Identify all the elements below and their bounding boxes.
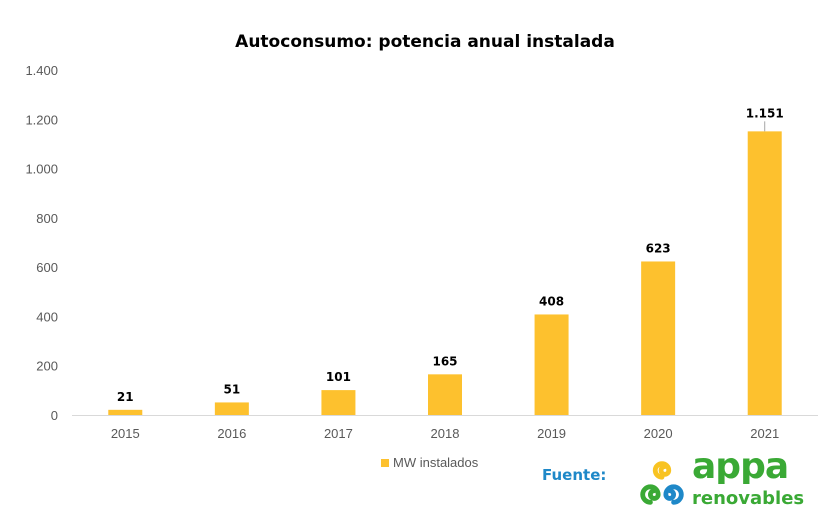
legend-swatch	[381, 459, 389, 467]
bar-2017	[321, 390, 356, 415]
logo-word-renovables: renovables	[692, 488, 805, 509]
y-tick-label: 1.000	[25, 162, 58, 177]
bar-2019	[534, 314, 569, 415]
logo-word-appa: appa	[692, 450, 789, 484]
bar-2016	[214, 402, 249, 415]
data-label-2017: 101	[326, 370, 351, 384]
legend: MW instalados	[381, 455, 479, 470]
x-tick-label: 2017	[324, 426, 353, 441]
triskelion-icon	[640, 461, 684, 505]
x-tick-label: 2018	[431, 426, 460, 441]
data-labels-group: 21 51 101 165 408 623 1.151	[117, 106, 784, 403]
bar-2020	[641, 261, 676, 415]
data-label-2020: 623	[646, 241, 671, 255]
y-tick-label: 600	[36, 260, 58, 275]
x-tick-label: 2020	[644, 426, 673, 441]
bar-2015	[108, 409, 143, 415]
legend-label: MW instalados	[393, 455, 479, 470]
bar-2018	[428, 374, 462, 415]
data-label-2019: 408	[539, 294, 564, 308]
chart-title: Autoconsumo: potencia anual instalada	[235, 32, 615, 52]
x-tick-label: 2015	[111, 426, 140, 441]
y-tick-label: 200	[36, 359, 58, 374]
y-tick-label: 0	[51, 408, 58, 423]
x-axis: 2015 2016 2017 2018 2019 2020 2021	[111, 426, 779, 441]
x-tick-label: 2021	[750, 426, 779, 441]
data-label-2015: 21	[117, 390, 134, 404]
x-tick-label: 2016	[217, 426, 246, 441]
appa-renovables-logo: appa renovables	[636, 450, 822, 514]
data-label-2021: 1.151	[746, 106, 784, 120]
bars-group	[108, 131, 782, 415]
y-tick-label: 400	[36, 309, 58, 324]
y-tick-label: 1.200	[25, 112, 58, 127]
bar-2021	[747, 131, 782, 415]
x-tick-label: 2019	[537, 426, 566, 441]
logo-wordmark: appa renovables	[692, 450, 822, 510]
data-label-2016: 51	[224, 382, 241, 396]
source-label: Fuente:	[542, 466, 607, 484]
y-tick-label: 1.400	[25, 63, 58, 78]
data-label-2018: 165	[432, 354, 457, 368]
y-tick-label: 800	[36, 211, 58, 226]
y-axis: 0 200 400 600 800 1.000 1.200 1.400	[25, 63, 58, 423]
